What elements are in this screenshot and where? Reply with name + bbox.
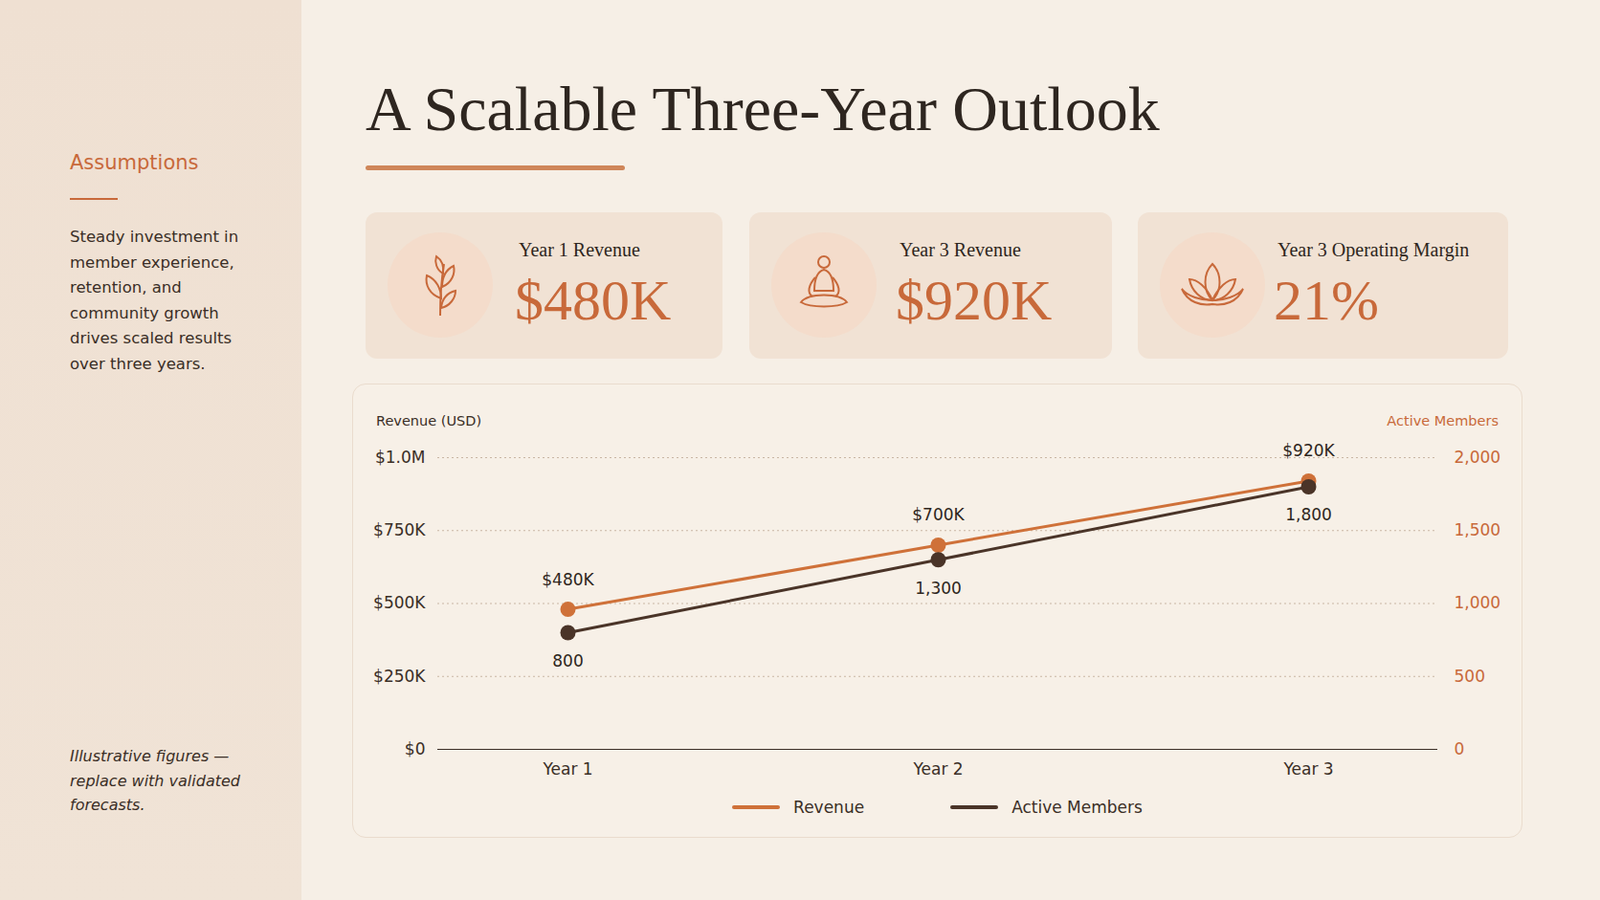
html-text:Active Members: Active Members [1011,798,1143,818]
svg-text:Year 1: Year 1 [541,759,593,779]
html-text:21%: 21% [1273,268,1379,333]
svg-text:$700K: $700K [911,505,965,525]
svg-text:1,800: 1,800 [1285,505,1333,525]
html-text:Illustrative figures — replace: Illustrative figures — replace with vali… [69,747,241,815]
html-text:Year 1 Revenue: Year 1 Revenue [518,239,640,261]
html-text:Year 3 Revenue: Year 3 Revenue [899,239,1021,261]
svg-text:$0: $0 [404,739,426,759]
html-text:Active Members: Active Members [1386,413,1499,429]
svg-text:2,000: 2,000 [1454,447,1502,467]
html-text:Assumptions: Assumptions [69,151,199,175]
svg-text:$750K: $750K [373,520,426,540]
html-text:Revenue (USD): Revenue (USD) [376,413,482,429]
svg-text:$500K: $500K [373,593,426,613]
svg-text:Year 3: Year 3 [1282,759,1334,779]
html-text:Year 3 Operating Margin: Year 3 Operating Margin [1277,239,1470,261]
svg-text:$480K: $480K [541,570,595,590]
svg-text:$1.0M: $1.0M [375,447,426,467]
html-text:$920K: $920K [895,268,1052,333]
svg-text:1,300: 1,300 [914,578,962,599]
svg-text:$250K: $250K [373,666,426,687]
svg-text:1,000: 1,000 [1454,593,1502,613]
html-text:Revenue: Revenue [793,798,865,818]
svg-text:0: 0 [1454,739,1466,759]
svg-text:$920K: $920K [1282,441,1335,461]
svg-text:1,500: 1,500 [1454,520,1502,540]
svg-text:500: 500 [1454,666,1486,687]
svg-text:800: 800 [552,651,583,671]
html-text:A Scalable Three-Year Outlook: A Scalable Three-Year Outlook [365,73,1160,144]
svg-text:Year 2: Year 2 [911,759,963,779]
html-text:Steady investment in member ex: Steady investment in member experience, … [69,227,239,373]
html-text:$480K: $480K [514,268,672,333]
